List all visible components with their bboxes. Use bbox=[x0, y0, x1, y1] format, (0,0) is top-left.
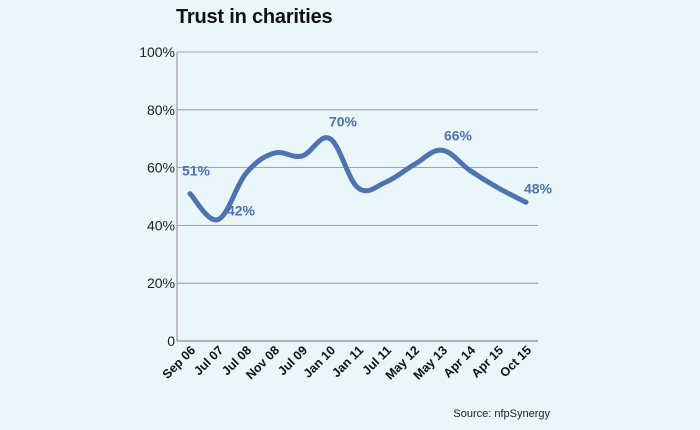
x-tick-label: Oct 15 bbox=[497, 343, 534, 380]
y-tick-label: 80% bbox=[147, 102, 175, 118]
y-axis-ticks: 0 20% 40% 60% 80% 100% bbox=[139, 44, 175, 349]
chart-title: Trust in charities bbox=[176, 6, 333, 28]
x-tick-label: Sep 06 bbox=[160, 343, 198, 381]
data-labels: 51% 42% 70% 66% 48% bbox=[182, 114, 553, 219]
data-label: 42% bbox=[227, 203, 256, 219]
y-tick-label: 0 bbox=[167, 333, 175, 349]
y-tick-label: 20% bbox=[147, 275, 175, 291]
source-note: Source: nfpSynergy bbox=[453, 408, 550, 420]
series-line-0 bbox=[187, 135, 529, 223]
data-label: 70% bbox=[329, 114, 358, 130]
data-label: 48% bbox=[524, 180, 553, 196]
x-tick-label: Apr 15 bbox=[469, 343, 506, 380]
data-label: 51% bbox=[182, 163, 211, 179]
x-tick-label: Jul 07 bbox=[191, 343, 226, 378]
x-tick-label: Jan 11 bbox=[329, 343, 366, 380]
data-label: 66% bbox=[444, 127, 473, 143]
x-tick-label: Jan 10 bbox=[301, 343, 338, 380]
gridlines bbox=[176, 51, 538, 342]
y-tick-label: 60% bbox=[147, 160, 175, 176]
series-lines bbox=[187, 135, 529, 223]
y-tick-label: 100% bbox=[139, 44, 175, 60]
y-tick-label: 40% bbox=[147, 217, 175, 233]
